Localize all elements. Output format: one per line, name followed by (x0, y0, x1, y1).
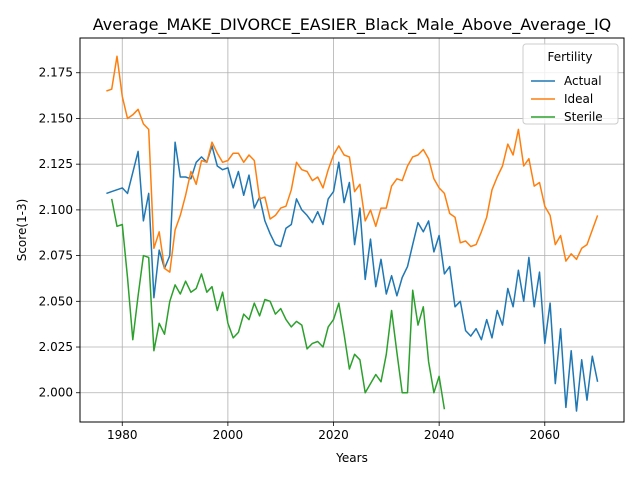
series-line-actual (106, 141, 599, 412)
legend-title: Fertility (547, 50, 592, 64)
x-tick-label: 2020 (318, 428, 349, 442)
y-axis-ticks: 2.000 2.025 2.050 2.075 2.100 2.125 2.150 2.175 (39, 66, 80, 400)
x-tick-label: 2000 (213, 428, 244, 442)
legend-box (522, 43, 619, 125)
x-tick-label: 2040 (424, 428, 455, 442)
y-tick-label: 2.150 (39, 111, 73, 125)
y-tick-label: 2.075 (39, 249, 73, 263)
y-tick-label: 2.000 (39, 386, 73, 400)
x-tick-label: 2060 (530, 428, 561, 442)
y-axis-label: Score(1-3) (15, 199, 29, 262)
series-lines (106, 55, 599, 412)
x-axis-label: Years (335, 451, 368, 465)
chart-title: Average_MAKE_DIVORCE_EASIER_Black_Male_A… (93, 15, 612, 35)
y-tick-label: 2.050 (39, 294, 73, 308)
x-tick-label: 1980 (107, 428, 138, 442)
legend-entries: Actual Ideal Sterile (531, 74, 603, 124)
legend-label-sterile: Sterile (564, 110, 603, 124)
legend-label-actual: Actual (564, 74, 602, 88)
x-axis-ticks: 1980 2000 2020 2040 2060 (107, 422, 560, 442)
plot-frame (79, 37, 625, 423)
series-line-sterile (110, 198, 446, 410)
y-tick-label: 2.125 (39, 157, 73, 171)
y-tick-label: 2.025 (39, 340, 73, 354)
series-line-ideal (106, 55, 599, 273)
y-tick-label: 2.175 (39, 66, 73, 80)
legend-label-ideal: Ideal (564, 92, 593, 106)
y-tick-label: 2.100 (39, 203, 73, 217)
legend: Fertility Actual Ideal Sterile (522, 43, 619, 125)
